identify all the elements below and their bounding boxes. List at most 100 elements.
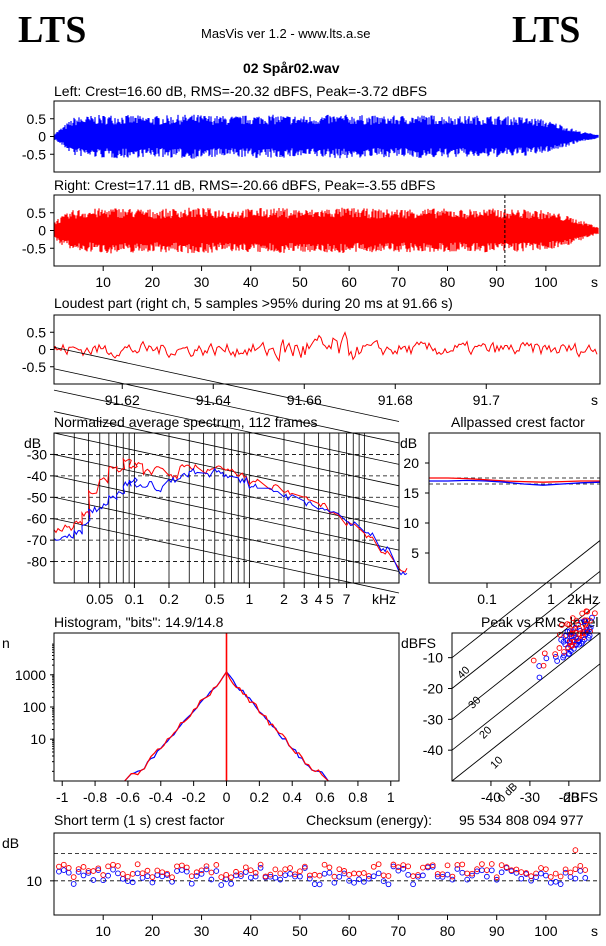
left-channel-y-tick-label: -0.5 (22, 146, 46, 162)
short-crest-point-blue (282, 872, 289, 879)
peak-rms-point-blue (578, 640, 585, 647)
short-crest-point-blue (252, 873, 259, 880)
spectrum-x-tick-label: 4 (315, 591, 323, 607)
short-crest-point-red (169, 874, 175, 881)
spectrum-x-tick-label: 7 (343, 591, 351, 607)
histogram-red-line (124, 671, 329, 782)
short-crest-point-red (469, 870, 475, 877)
short-crest-point-red (336, 866, 343, 873)
short-crest-point-blue (547, 879, 554, 886)
short-crest-point-blue (341, 870, 348, 877)
spectrum-slope-line (53, 475, 400, 551)
short-crest-point-red (370, 863, 377, 870)
short-crest-point-red (503, 864, 510, 870)
left-channel-y-tick-label: 0 (38, 129, 46, 145)
short-crest-point-blue (395, 867, 402, 874)
short-crest-point-red (405, 863, 412, 870)
right-x-tick-label: 50 (292, 274, 308, 290)
short-crest-point-blue (336, 873, 343, 880)
short-crest-point-blue (297, 873, 303, 880)
peak-rms-point-red (569, 642, 576, 649)
short-crest-point-blue (193, 873, 200, 879)
short-crest-x-tick-label: 10 (95, 923, 111, 939)
short-crest-point-red (311, 871, 318, 878)
peak-rms-point-red (575, 621, 582, 628)
spectrum-y-tick-label: -50 (27, 489, 47, 505)
spectrum-x-tick-label: 2 (280, 591, 288, 607)
short-crest-x-tick-label: 70 (391, 923, 407, 939)
short-crest-point-red (144, 867, 151, 874)
short-crest-point-red (198, 867, 205, 874)
short-crest-point-red (572, 847, 579, 853)
spectrum-slope-line (53, 411, 400, 487)
loudest-x-tick-label: 91.66 (287, 392, 322, 408)
short-crest-point-blue (228, 880, 234, 887)
short-crest-point-red (90, 868, 97, 874)
short-crest-point-blue (311, 881, 318, 887)
short-crest-point-red (228, 874, 234, 881)
short-crest-point-red (420, 864, 426, 871)
left-channel-y-tick-label: 0.5 (27, 111, 47, 127)
short-crest-x-unit: s (591, 923, 598, 939)
short-crest-point-red (326, 864, 333, 871)
spectrum-y-tick-label: -60 (27, 511, 47, 527)
left-channel-title: Left: Crest=16.60 dB, RMS=-20.32 dBFS, P… (54, 83, 428, 99)
short-crest-point-red (331, 873, 338, 880)
short-crest-point-blue (533, 874, 539, 881)
short-crest-point-red (375, 861, 382, 868)
short-crest-point-blue (498, 869, 505, 876)
loudest-x-unit: s (591, 392, 598, 408)
spectrum-slope-line (53, 496, 400, 572)
short-crest-point-blue (149, 879, 156, 886)
spectrum-slope-line (53, 454, 400, 530)
short-crest-point-blue (238, 873, 244, 879)
short-crest-point-blue (577, 868, 584, 874)
crest-y-tick-label: 15 (403, 485, 419, 501)
histogram-x-tick-label: 0.4 (282, 789, 302, 805)
short-crest-point-blue (218, 882, 225, 888)
checksum-label: Checksum (energy): (306, 812, 433, 828)
short-crest-point-red (247, 867, 254, 874)
short-crest-point-red (297, 868, 303, 875)
short-crest-point-blue (56, 868, 62, 875)
peak-rms-point-blue (568, 648, 574, 655)
crest-x-tick-label: kHz (575, 591, 599, 607)
peak-rms-point-blue (560, 654, 566, 661)
short-crest-point-red (356, 870, 362, 877)
peak-rms-point-red (541, 650, 548, 657)
spectrum-x-tick-label: 3 (300, 591, 308, 607)
short-crest-point-blue (105, 872, 111, 879)
short-crest-point-red (179, 862, 185, 869)
crest-red-line (429, 477, 600, 483)
short-crest-point-blue (449, 876, 456, 883)
peak-rms-point-red (566, 621, 573, 628)
peak-rms-point-red (567, 638, 573, 645)
peak-rms-point-red (558, 622, 565, 628)
short-crest-point-blue (272, 874, 279, 881)
short-crest-point-blue (70, 881, 77, 887)
short-crest-point-blue (208, 876, 215, 883)
short-crest-point-blue (287, 870, 293, 877)
spectrum-red-line (53, 457, 408, 573)
short-crest-point-red (257, 861, 264, 868)
short-crest-point-blue (365, 875, 372, 882)
short-crest-x-tick-label: 40 (243, 923, 259, 939)
short-crest-point-blue (198, 871, 205, 877)
peak-rms-frame (451, 632, 601, 782)
short-crest-point-blue (331, 879, 338, 886)
short-crest-point-blue (410, 881, 416, 888)
right-x-tick-label: 90 (489, 274, 505, 290)
short-crest-point-red (410, 873, 416, 880)
short-crest-point-blue (90, 877, 97, 883)
histogram-title: Histogram, "bits": 14.9/14.8 (54, 614, 224, 630)
peak-rms-point-red (556, 645, 563, 651)
right-x-tick-label: 30 (194, 274, 210, 290)
short-crest-point-red (493, 874, 500, 881)
short-crest-point-blue (174, 868, 180, 874)
spectrum-x-tick-label: 0.2 (159, 591, 179, 607)
short-crest-point-blue (552, 878, 559, 885)
short-crest-point-blue (429, 863, 436, 870)
histogram-x-tick-label: 0.2 (250, 789, 270, 805)
right-x-tick-label: 80 (440, 274, 456, 290)
peak-rms-point-blue (584, 627, 591, 633)
